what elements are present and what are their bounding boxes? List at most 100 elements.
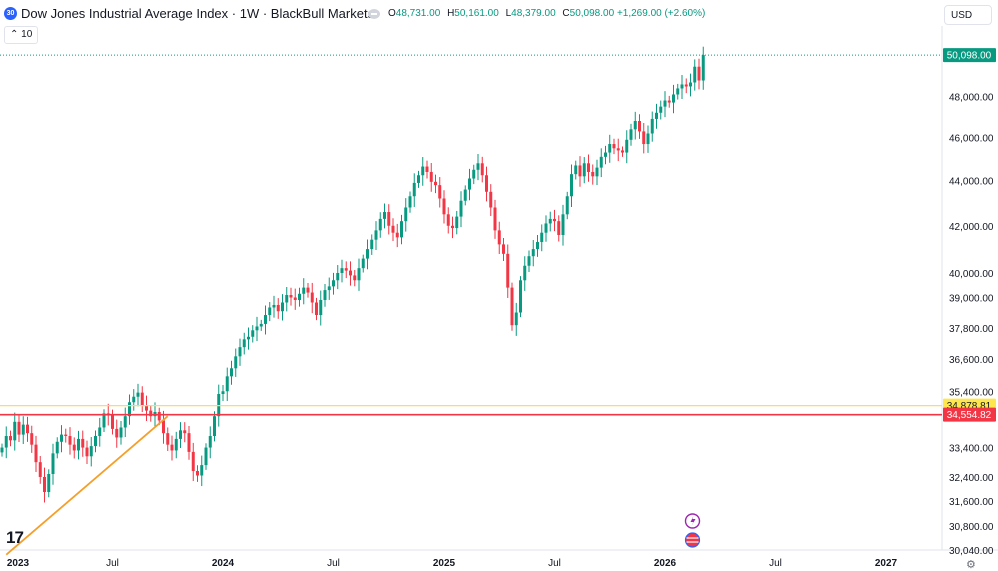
candle-body — [400, 221, 403, 238]
candle-body — [548, 218, 552, 224]
candle-body — [221, 391, 225, 394]
candle-body — [119, 427, 123, 438]
candle-body — [612, 144, 616, 149]
candle-body — [344, 268, 348, 271]
candle-body — [60, 434, 63, 442]
candle-body — [251, 330, 255, 337]
gear-icon[interactable]: ⚙ — [966, 559, 976, 571]
candle-body — [30, 433, 34, 445]
candle-body — [523, 265, 527, 281]
candle-body — [378, 218, 382, 231]
candle-body — [213, 416, 216, 437]
symbol-title[interactable]: Dow Jones Industrial Average Index · 1W … — [21, 6, 375, 21]
candle-body — [306, 287, 310, 293]
candle-body — [374, 230, 378, 240]
candle-body — [625, 139, 629, 153]
last-price-label-bg — [943, 48, 996, 63]
candle-body — [238, 347, 242, 357]
candle-body — [578, 165, 582, 177]
candle-body — [340, 268, 344, 273]
x-tick-label: 2025 — [433, 558, 456, 569]
candle-body — [404, 207, 408, 222]
high-key: H — [447, 8, 455, 19]
candle-body — [650, 118, 654, 134]
candle-body — [561, 214, 565, 236]
chart-header: 30 Dow Jones Industrial Average Index · … — [0, 0, 998, 26]
candle-body — [123, 416, 127, 428]
open-key: O — [388, 8, 396, 19]
candle-body — [289, 295, 293, 298]
candle-body — [115, 428, 119, 438]
y-tick-label: 37,800.00 — [949, 324, 994, 335]
candle-body — [357, 268, 361, 281]
symbol-badge[interactable]: 30 — [4, 7, 17, 20]
candle-body — [302, 287, 306, 294]
candle-body — [179, 430, 182, 439]
candle-body — [38, 462, 42, 477]
candle-body — [323, 290, 327, 300]
candle-body — [655, 112, 658, 119]
currency-select[interactable]: USD — [944, 5, 992, 25]
candle-body — [285, 295, 289, 303]
tradingview-logo-icon[interactable]: 17 — [6, 528, 24, 547]
candle-body — [310, 292, 314, 303]
candle-body — [519, 280, 522, 313]
candle-body — [642, 131, 646, 145]
candle-body — [4, 436, 8, 448]
candle-body — [395, 232, 399, 238]
x-tick-label: 2023 — [7, 558, 30, 569]
candle-body — [480, 163, 484, 176]
candle-body — [336, 272, 340, 281]
candle-body — [468, 178, 471, 190]
candle-body — [544, 223, 548, 233]
candle-body — [47, 473, 51, 493]
y-tick-label: 48,000.00 — [949, 93, 994, 104]
candle-body — [332, 280, 335, 287]
trendline — [5, 415, 169, 556]
y-tick-label: 30,800.00 — [949, 522, 994, 533]
candle-body — [446, 214, 450, 226]
candle-body — [531, 249, 535, 257]
candle-body — [162, 420, 165, 434]
candle-body — [102, 413, 106, 428]
candle-body — [128, 402, 131, 417]
candle-body — [412, 182, 416, 197]
candle-body — [646, 133, 650, 145]
candle-body — [81, 438, 85, 448]
x-tick-label: Jul — [769, 558, 782, 569]
candle-body — [667, 100, 671, 103]
candle-body — [89, 446, 93, 457]
candle-body — [557, 221, 561, 236]
candle-body — [13, 421, 17, 441]
visibility-toggle-icon[interactable] — [368, 9, 380, 19]
candle-body — [353, 275, 357, 281]
support-level-label-bg — [943, 407, 996, 422]
candle-body — [489, 191, 493, 208]
candle-body — [225, 376, 229, 392]
x-tick-label: 2027 — [875, 558, 898, 569]
candle-body — [234, 356, 238, 369]
collapse-count: 10 — [21, 29, 33, 40]
candle-body — [387, 212, 391, 226]
candle-body — [459, 200, 463, 217]
candle-body — [255, 326, 259, 331]
candle-body — [247, 336, 250, 340]
candle-body — [281, 302, 284, 312]
y-tick-label: 30,040.00 — [949, 546, 994, 557]
candle-body — [429, 171, 433, 182]
candle-body — [616, 148, 620, 151]
candle-body — [68, 436, 72, 445]
y-tick-label: 36,600.00 — [949, 355, 994, 366]
candle-body — [493, 207, 497, 231]
indicators-collapse-button[interactable]: ⌃ 10 — [4, 26, 39, 44]
y-tick-label: 44,000.00 — [949, 177, 994, 188]
candle-body — [693, 66, 697, 83]
candle-body — [663, 100, 667, 107]
candle-body — [77, 438, 80, 451]
candle-body — [55, 441, 59, 454]
candle-body — [540, 232, 544, 243]
candle-body — [140, 392, 144, 406]
candle-body — [34, 444, 38, 463]
candle-body — [697, 66, 701, 81]
